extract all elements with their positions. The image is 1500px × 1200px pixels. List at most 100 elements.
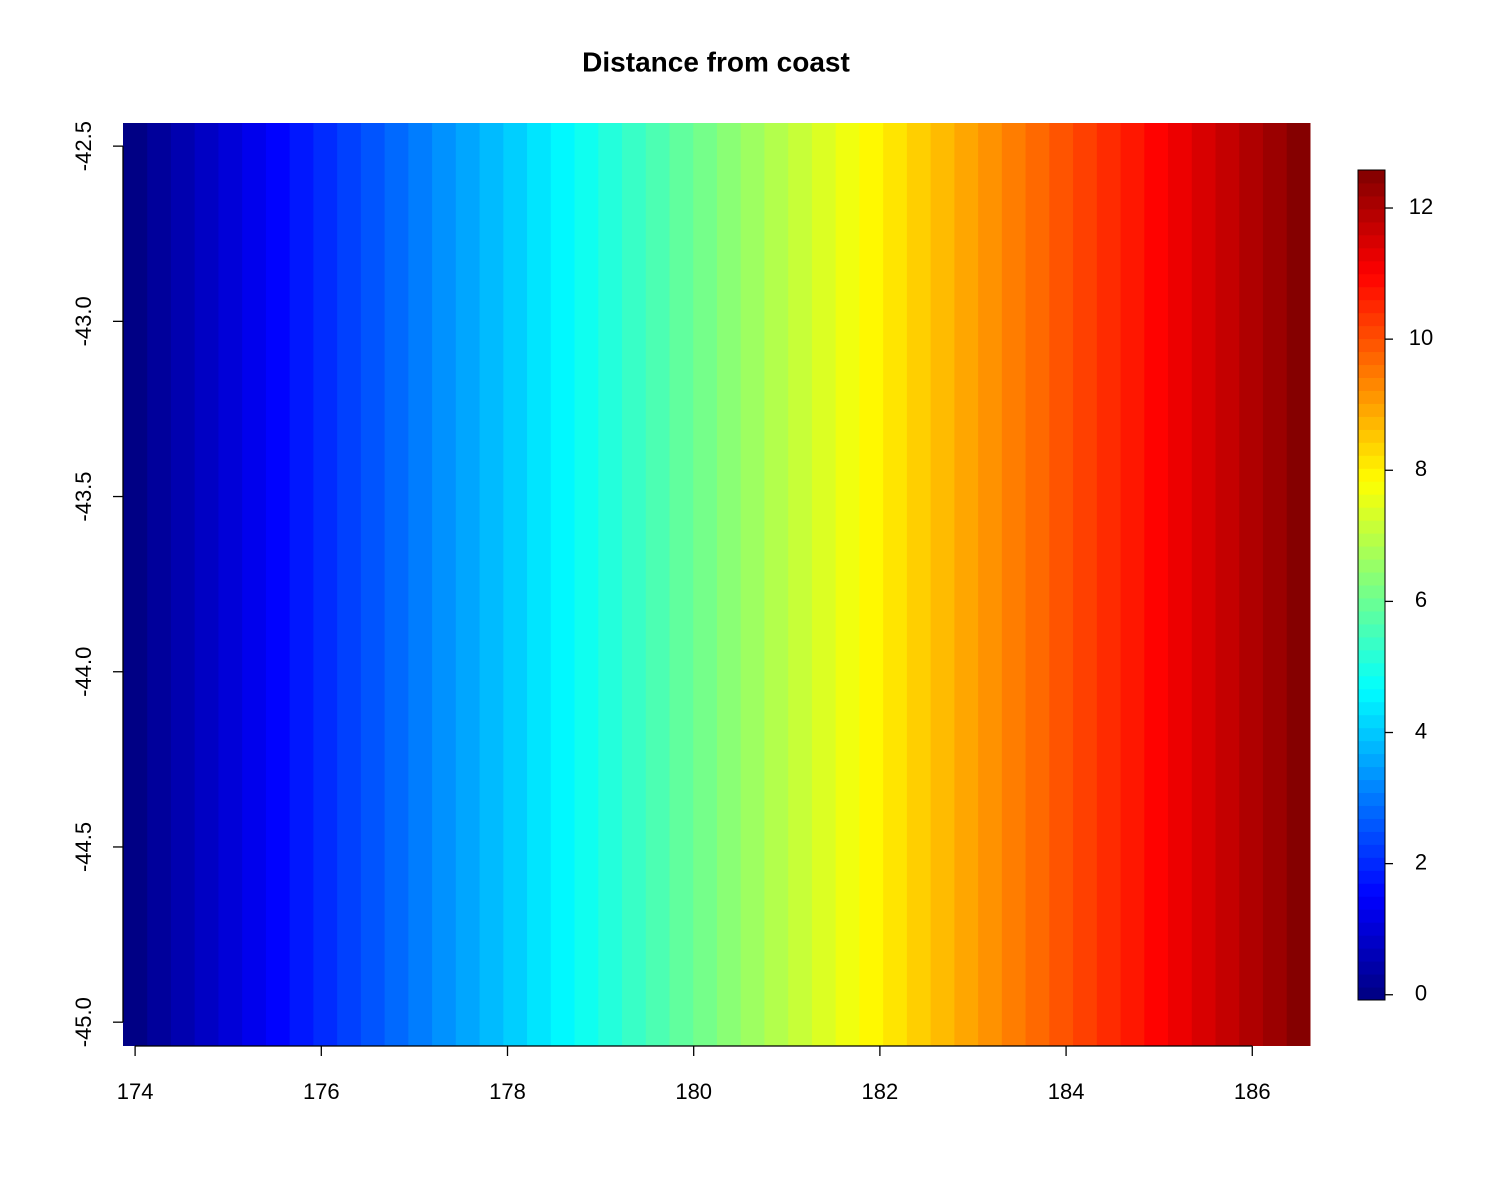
raster-cell: [954, 123, 979, 1046]
raster-cell: [669, 123, 694, 1046]
raster-cell: [432, 123, 457, 1046]
raster-cell: [693, 123, 718, 1046]
colorbar-cell: [1358, 636, 1385, 651]
colorbar-cell: [1358, 857, 1385, 871]
colorbar-frame: [1357, 169, 1386, 1001]
raster-cell: [906, 123, 932, 1046]
colorbar-cell: [1358, 234, 1385, 249]
raster-cell: [384, 123, 409, 1046]
colorbar-cell: [1358, 338, 1385, 353]
colorbar-cell: [1358, 507, 1385, 521]
colorbar-cell: [1358, 974, 1385, 988]
raster-cell: [788, 123, 813, 1046]
raster-cell: [1286, 123, 1311, 1046]
colorbar-cell: [1358, 533, 1385, 547]
colorbar-cell: [1358, 520, 1385, 534]
colorbar-tick-label: 8: [1415, 456, 1427, 481]
colorbar-cell: [1358, 364, 1385, 378]
x-tick-label: 176: [303, 1079, 340, 1104]
colorbar-cell: [1358, 792, 1385, 806]
colorbar-cell: [1358, 195, 1385, 210]
colorbar-cell: [1358, 714, 1385, 729]
colorbar-cell: [1358, 831, 1385, 845]
x-tick-label: 180: [675, 1079, 712, 1104]
raster-cell: [170, 123, 196, 1046]
colorbar-cell: [1358, 701, 1385, 716]
colorbar-cell: [1358, 468, 1385, 482]
y-tick-label: -44.0: [71, 647, 96, 697]
colorbar-cell: [1358, 623, 1385, 638]
colorbar-cell: [1358, 766, 1385, 781]
raster-cell: [337, 123, 362, 1046]
colorbar-cell: [1358, 403, 1385, 417]
colorbar-cell: [1358, 208, 1385, 223]
raster-cell: [1262, 123, 1288, 1046]
raster-cell: [503, 123, 528, 1046]
colorbar-cell: [1358, 455, 1385, 469]
raster-cell: [408, 123, 433, 1046]
raster-cell: [740, 123, 765, 1046]
raster-cell: [1239, 123, 1264, 1046]
colorbar-cell: [1358, 377, 1385, 391]
colorbar-cell: [1358, 688, 1385, 703]
raster-cell: [123, 123, 148, 1046]
colorbar-cell: [1358, 649, 1385, 664]
raster-cell: [1120, 123, 1145, 1046]
colorbar-cell: [1358, 597, 1385, 612]
raster-cell: [289, 123, 314, 1046]
raster-cell: [930, 123, 955, 1046]
raster-cell: [479, 123, 504, 1046]
raster-cell: [1001, 123, 1027, 1046]
raster-cell: [1191, 123, 1217, 1046]
raster-cell: [242, 123, 267, 1046]
colorbar-cell: [1358, 935, 1385, 949]
colorbar-cell: [1358, 247, 1385, 262]
colorbar-tick-label: 6: [1415, 587, 1427, 612]
colorbar-cell: [1358, 299, 1385, 314]
colorbar-cell: [1358, 662, 1385, 677]
raster-cell: [550, 123, 576, 1046]
raster-cell: [218, 123, 243, 1046]
colorbar-cell: [1358, 273, 1385, 288]
colorbar-cell: [1358, 922, 1385, 936]
colorbar-cell: [1358, 870, 1385, 884]
y-tick-label: -42.5: [71, 121, 96, 171]
raster-cell: [622, 123, 647, 1046]
colorbar-cell: [1358, 559, 1385, 573]
colorbar-cell: [1358, 883, 1385, 897]
y-tick-label: -43.5: [71, 471, 96, 521]
colorbar-cell: [1358, 351, 1385, 366]
colorbar-cell: [1358, 779, 1385, 793]
raster-cell: [1049, 123, 1074, 1046]
colorbar-cell: [1358, 494, 1385, 508]
raster-cell: [764, 123, 789, 1046]
x-tick-label: 186: [1234, 1079, 1271, 1104]
y-tick-label: -43.0: [71, 296, 96, 346]
colorbar-cell: [1358, 221, 1385, 236]
colorbar-cell: [1358, 805, 1385, 819]
raster-cell: [147, 123, 172, 1046]
colorbar-cell: [1358, 585, 1385, 599]
colorbar-cell: [1358, 896, 1385, 910]
colorbar-cell: [1358, 675, 1385, 690]
raster-cell: [883, 123, 908, 1046]
raster-cell: [1168, 123, 1193, 1046]
raster-cell: [194, 123, 219, 1046]
raster-cell: [978, 123, 1003, 1046]
colorbar-cell: [1358, 260, 1385, 275]
colorbar-cell: [1358, 481, 1385, 495]
colorbar-tick-label: 10: [1409, 325, 1433, 350]
colorbar-cell: [1358, 740, 1385, 755]
colorbar-cell: [1358, 948, 1385, 962]
raster-cell: [265, 123, 291, 1046]
colorbar-cell: [1358, 987, 1385, 1001]
colorbar-cell: [1358, 312, 1385, 327]
colorbar-cell: [1358, 844, 1385, 858]
colorbar-tick-label: 12: [1409, 194, 1433, 219]
raster-cell: [360, 123, 386, 1046]
y-tick-label: -45.0: [71, 997, 96, 1047]
x-tick-label: 174: [117, 1079, 154, 1104]
colorbar-cell: [1358, 442, 1385, 456]
raster-cell: [455, 123, 481, 1046]
raster-cell: [1073, 123, 1098, 1046]
